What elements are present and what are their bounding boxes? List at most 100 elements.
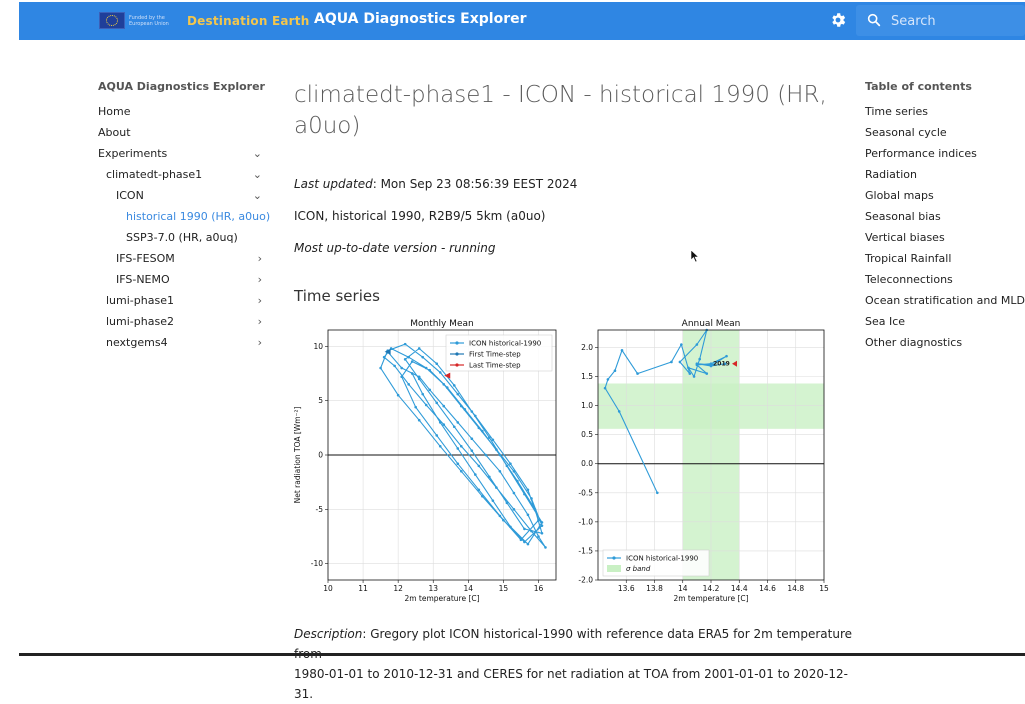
sidebar-item-ifs-fesom[interactable]: IFS-FESOM › <box>98 248 270 269</box>
x-tick-label: 15 <box>499 584 509 593</box>
last-updated-label: Last updated <box>294 177 373 191</box>
toc-link-vertical-biases[interactable]: Vertical biases <box>865 231 945 244</box>
sidebar-item-label: IFS-FESOM <box>116 252 175 265</box>
legend-label: ICON historical-1990 <box>469 340 541 348</box>
chart-title: Annual Mean <box>682 319 741 329</box>
y-tick-label: -10 <box>311 559 323 568</box>
chevron-down-icon[interactable]: ⌄ <box>252 168 262 181</box>
legend-marker <box>455 363 459 367</box>
data-point <box>495 486 498 489</box>
sidebar-item-ifs-nemo[interactable]: IFS-NEMO › <box>98 269 270 290</box>
sidebar-item-icon[interactable]: ICON ⌄ <box>98 185 270 206</box>
app-title[interactable]: AQUA Diagnostics Explorer <box>314 11 527 27</box>
data-point <box>452 425 456 429</box>
data-point <box>495 448 498 451</box>
toc-link-radiation[interactable]: Radiation <box>865 168 917 181</box>
sidebar-item-label: SSP3-7.0 (HR, a0uq) <box>126 231 238 244</box>
first-time-step-marker <box>384 348 391 355</box>
data-point <box>698 357 701 361</box>
data-point <box>417 377 421 381</box>
toc-link-global-maps[interactable]: Global maps <box>865 189 934 202</box>
sidebar-item-lumi-phase1[interactable]: lumi-phase1 › <box>98 290 270 311</box>
sidebar-item-label: climatedt-phase1 <box>106 168 203 181</box>
last-updated-value: : Mon Sep 23 08:56:39 EEST 2024 <box>372 177 578 191</box>
experiment-status: Most up-to-date version - running <box>294 241 496 255</box>
window-bottom-edge <box>19 653 1025 656</box>
data-point <box>613 369 617 372</box>
y-tick-label: 2.0 <box>581 343 593 352</box>
series-line <box>604 329 728 494</box>
data-point <box>537 518 540 522</box>
legend-marker <box>455 352 459 356</box>
data-point <box>680 343 683 346</box>
data-point <box>424 403 428 407</box>
chevron-down-icon[interactable]: ⌄ <box>252 189 262 202</box>
destination-earth-logo[interactable]: Funded by the European Union Destination… <box>99 12 309 29</box>
toc-link-sea-ice[interactable]: Sea Ice <box>865 315 906 328</box>
sidebar-item-ssp3-7-0-hr-a0uq[interactable]: SSP3-7.0 (HR, a0uq) <box>98 227 270 248</box>
data-point <box>456 421 460 424</box>
chevron-right-icon[interactable]: › <box>257 252 262 265</box>
data-point <box>656 491 659 495</box>
chevron-right-icon[interactable]: › <box>257 315 262 328</box>
data-point <box>442 404 446 408</box>
data-point <box>459 470 463 473</box>
sidebar-item-lumi-phase2[interactable]: lumi-phase2 › <box>98 311 270 332</box>
chevron-right-icon[interactable]: › <box>257 273 262 286</box>
sidebar-item-historical-1990-hr-a0uo[interactable]: historical 1990 (HR, a0uo) <box>98 206 270 227</box>
chevron-down-icon[interactable]: ⌄ <box>252 147 262 160</box>
y-tick-label: 1.0 <box>581 401 593 410</box>
description-text-line2: 1980-01-01 to 2010-12-31 and CERES for n… <box>294 667 848 701</box>
sidebar-item-nextgems4[interactable]: nextgems4 › <box>98 332 270 353</box>
toc-link-teleconnections[interactable]: Teleconnections <box>865 273 953 286</box>
data-point <box>723 362 727 366</box>
sidebar-item-about[interactable]: About <box>98 122 270 143</box>
last-updated: Last updated: Mon Sep 23 08:56:39 EEST 2… <box>294 177 577 191</box>
data-point <box>442 383 446 386</box>
data-point <box>688 372 692 375</box>
data-point <box>636 372 639 375</box>
data-point <box>512 470 516 473</box>
x-tick-label: 15 <box>819 584 829 593</box>
sidebar-item-experiments[interactable]: Experiments ⌄ <box>98 143 270 164</box>
toc-link-performance-indices[interactable]: Performance indices <box>865 147 977 160</box>
sidebar-item-climatedt-phase1[interactable]: climatedt-phase1 ⌄ <box>98 164 270 185</box>
data-point <box>417 375 421 379</box>
data-point <box>456 392 460 396</box>
sidebar-navigation: AQUA Diagnostics Explorer Home About Exper… <box>98 80 270 353</box>
data-point <box>537 535 540 538</box>
toc-link-ocean-stratification-and-mld[interactable]: Ocean stratification and MLD <box>865 294 1025 307</box>
data-point <box>407 355 410 359</box>
table-of-contents: Table of contents Time series Seasonal cy… <box>865 80 1025 353</box>
data-point <box>509 525 512 529</box>
y-tick-label: 0.0 <box>581 459 593 468</box>
toc-link-other-diagnostics[interactable]: Other diagnostics <box>865 336 963 349</box>
sidebar-item-label: Home <box>98 105 131 118</box>
sidebar-item-label: ICON <box>116 189 144 202</box>
data-point <box>474 473 477 476</box>
search-input[interactable] <box>889 11 1018 31</box>
data-point <box>393 364 396 368</box>
chevron-right-icon[interactable]: › <box>257 294 262 307</box>
gear-icon[interactable] <box>829 11 847 29</box>
sidebar-item-home[interactable]: Home <box>98 101 270 122</box>
y-tick-label: -1.0 <box>578 517 593 526</box>
data-point <box>526 513 530 517</box>
data-point <box>435 434 439 437</box>
data-point <box>414 405 417 409</box>
description-label: Description <box>294 627 363 641</box>
window-top-edge <box>0 0 1025 2</box>
data-point <box>670 360 673 364</box>
x-tick-label: 14.4 <box>731 584 748 593</box>
data-point <box>512 491 516 495</box>
y-tick-label: 1.5 <box>581 372 593 381</box>
data-point <box>452 384 456 387</box>
toc-link-seasonal-bias[interactable]: Seasonal bias <box>865 210 941 223</box>
mouse-cursor-icon <box>690 249 700 263</box>
toc-link-tropical-rainfall[interactable]: Tropical Rainfall <box>865 252 952 265</box>
toc-link-seasonal-cycle[interactable]: Seasonal cycle <box>865 126 947 139</box>
y-tick-label: -2.0 <box>578 576 593 585</box>
chevron-right-icon[interactable]: › <box>257 336 262 349</box>
search-box[interactable] <box>856 5 1025 36</box>
toc-link-time-series[interactable]: Time series <box>865 105 928 118</box>
